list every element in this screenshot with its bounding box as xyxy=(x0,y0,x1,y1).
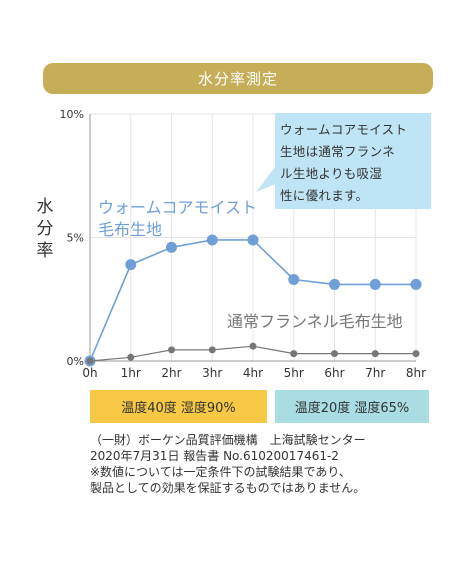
data-point xyxy=(331,350,338,358)
x-tick-label: 0h xyxy=(82,366,97,380)
footnote: （一財）ボーケン品質評価機構 上海試験センター 2020年7月31日 報告書 N… xyxy=(90,432,450,496)
data-point xyxy=(206,234,218,246)
y-tick-label: 0% xyxy=(67,355,84,368)
x-tick-label: 2hr xyxy=(161,366,181,380)
data-point xyxy=(127,353,135,361)
callout-line: 生地は通常フランネ xyxy=(280,144,395,159)
y-tick-label: 5% xyxy=(67,232,84,245)
condition-warm: 温度40度 湿度90% xyxy=(90,390,267,423)
x-tick-label: 7hr xyxy=(365,366,385,380)
axes xyxy=(89,114,416,362)
condition-cool: 温度20度 湿度65% xyxy=(275,390,429,423)
x-tick-label: 1hr xyxy=(121,366,141,380)
data-point xyxy=(412,350,420,358)
y-axis-label-char: 分 xyxy=(36,219,54,239)
callout-box xyxy=(256,113,431,209)
y-tick-label: 10% xyxy=(60,108,84,121)
series-layer xyxy=(84,234,422,367)
labels: 0% 5% 10% 0h 1hr 2hr 3hr 4hr 5hr 6hr 7hr 8hr ウォームコアモ… xyxy=(60,108,427,380)
series-label-warmcore: 毛布生地 xyxy=(98,220,162,239)
x-tick-label: 8hr xyxy=(406,366,426,380)
callout-text: ウォームコアモイスト 生地は通常フランネ ル生地よりも吸湿 性に優れます。 xyxy=(280,119,432,207)
callout-line: ル生地よりも吸湿 xyxy=(280,166,383,181)
condition-warm-label: 温度40度 湿度90% xyxy=(121,401,236,416)
callout-pointer xyxy=(256,163,278,192)
data-point xyxy=(371,350,379,358)
data-point xyxy=(166,241,177,253)
data-point xyxy=(125,259,137,271)
data-point xyxy=(288,273,300,285)
x-tick-label: 3hr xyxy=(202,366,222,380)
data-point xyxy=(247,234,259,246)
x-tick-label: 5hr xyxy=(284,366,304,380)
data-point xyxy=(168,346,175,354)
footnote-line: （一財）ボーケン品質評価機構 上海試験センター xyxy=(90,433,366,447)
series-label-warmcore: ウォームコアモイスト xyxy=(98,198,257,217)
x-tick-label: 4hr xyxy=(243,366,263,380)
condition-cool-label: 温度20度 湿度65% xyxy=(294,401,410,416)
footnote-line: ※数値については一定条件下の試験結果であり、 xyxy=(90,465,351,479)
callout-line: ウォームコアモイスト xyxy=(280,122,408,137)
y-axis-label-char: 率 xyxy=(36,241,54,261)
series-label-flannel: 通常フランネル毛布生地 xyxy=(227,312,403,331)
data-point xyxy=(410,278,422,290)
footnote-line: 製品としての効果を保証するものではありません。 xyxy=(90,481,366,495)
data-point xyxy=(86,357,94,365)
x-tick-label: 6hr xyxy=(324,366,344,380)
data-point xyxy=(249,342,257,350)
callout-background xyxy=(275,113,431,209)
y-axis-label-char: 水 xyxy=(36,197,54,217)
data-point xyxy=(208,346,216,354)
data-point xyxy=(369,278,381,290)
data-point xyxy=(290,350,298,358)
callout-line: 性に優れます。 xyxy=(280,188,369,203)
chart-title: 水分率測定 xyxy=(197,70,278,88)
data-point xyxy=(329,278,340,290)
y-axis-label: 水 分 率 xyxy=(34,196,56,262)
title-banner: 水分率測定 xyxy=(43,63,433,94)
footnote-line: 2020年7月31日 報告書 No.61020017461-2 xyxy=(90,449,339,463)
